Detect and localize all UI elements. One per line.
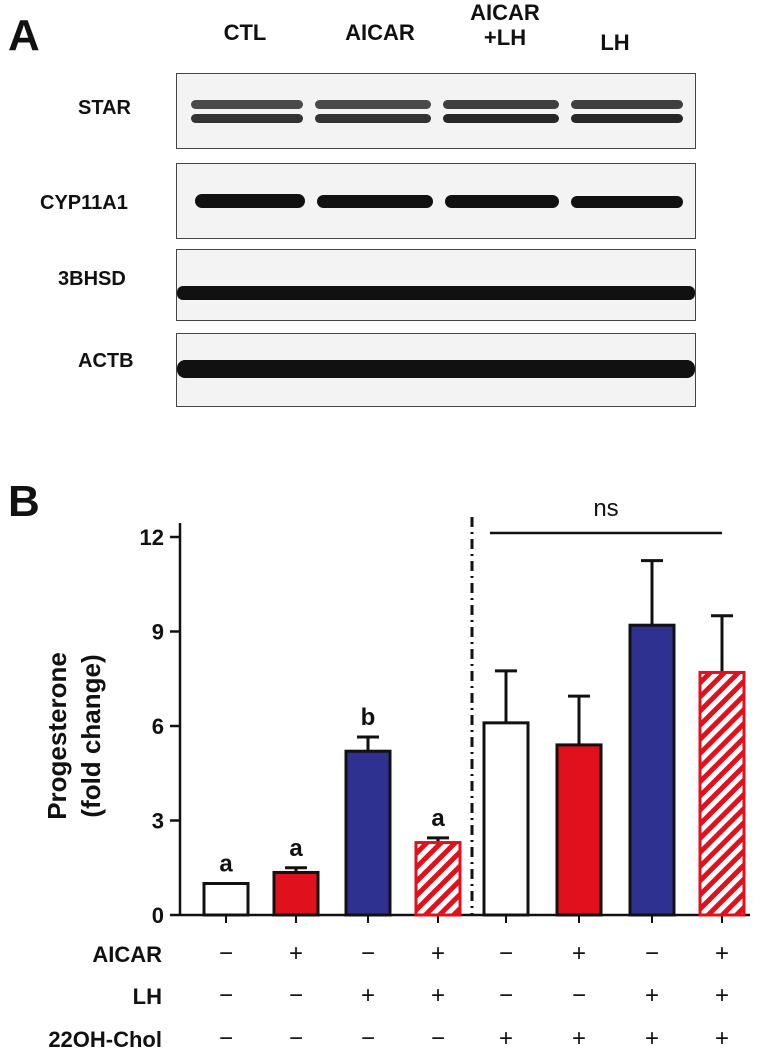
condition-sign: − [498,982,513,1009]
band [177,360,695,378]
band [191,100,303,109]
band [195,194,305,208]
panel-a-letter: A [8,11,40,60]
blot-3bhsd [176,249,696,321]
y-tick-label: 12 [140,525,164,550]
lane-label-ctl: CTL [223,20,267,45]
blot-label-actb: ACTB [78,350,134,372]
condition-sign: + [644,1025,659,1052]
band [315,114,431,123]
significance-letter: a [289,835,303,862]
ns-label: ns [593,495,618,522]
lane-label-aicar: AICAR [345,20,415,45]
lane-label-lh: LH [600,30,630,55]
bar [555,743,603,917]
condition-sign: + [571,940,586,967]
band [445,195,559,208]
band [443,100,559,109]
condition-sign: − [288,982,303,1009]
condition-sign: + [430,940,445,967]
significance-letter: a [219,851,233,878]
significance-letter: b [361,704,376,731]
condition-sign: + [360,982,375,1009]
y-tick-label: 0 [152,903,164,928]
bar [698,670,746,917]
band [571,196,683,208]
condition-sign: + [714,940,729,967]
band [315,100,431,109]
condition-sign: − [218,1025,233,1052]
blot-cyp11a1 [176,163,696,239]
significance-letter: a [431,805,445,832]
condition-sign: + [288,940,303,967]
condition-sign: − [571,982,586,1009]
condition-sign: + [498,1025,513,1052]
condition-sign: − [218,982,233,1009]
y-axis-label-line1: Progesterone [42,652,72,820]
condition-label: AICAR [92,942,162,967]
blot-star [176,73,696,149]
bar [344,749,392,917]
band [177,286,695,300]
condition-sign: − [218,940,233,967]
condition-sign: − [360,1025,375,1052]
blot-label-cyp11a1: CYP11A1 [40,192,128,214]
lane-label-aicar-lh: AICAR +LH [455,0,555,51]
band [571,100,683,109]
condition-sign: − [498,940,513,967]
y-tick-label: 6 [152,714,164,739]
condition-sign: + [571,1025,586,1052]
bar [628,623,676,917]
blot-actb [176,333,696,407]
condition-sign: + [714,982,729,1009]
condition-label: LH [132,984,162,1009]
progesterone-bar-chart: 0 3 6 9 12 Progesterone (fold change) a a b a ns [42,495,750,928]
lane-label-aicar-lh-line1: AICAR [470,0,540,25]
band [571,114,683,123]
panel-b-letter: B [8,477,40,526]
lane-label-aicar-lh-line2: +LH [483,25,527,51]
band [443,114,559,123]
condition-label: 22OH-Chol [48,1027,162,1052]
condition-sign: + [430,982,445,1009]
y-tick-label: 9 [152,620,164,645]
band [317,195,433,208]
condition-sign: − [644,940,659,967]
blot-label-3bhsd: 3BHSD [58,268,126,290]
band [191,114,303,123]
blot-label-star: STAR [78,97,131,119]
bar [202,882,250,917]
condition-sign: − [288,1025,303,1052]
condition-sign: − [430,1025,445,1052]
condition-sign: + [644,982,659,1009]
bar [482,721,530,917]
condition-sign: + [714,1025,729,1052]
condition-sign: − [360,940,375,967]
y-tick-label: 3 [152,809,164,834]
y-axis-label-line2: (fold change) [76,654,106,817]
bar [272,870,320,917]
bar [414,841,462,917]
